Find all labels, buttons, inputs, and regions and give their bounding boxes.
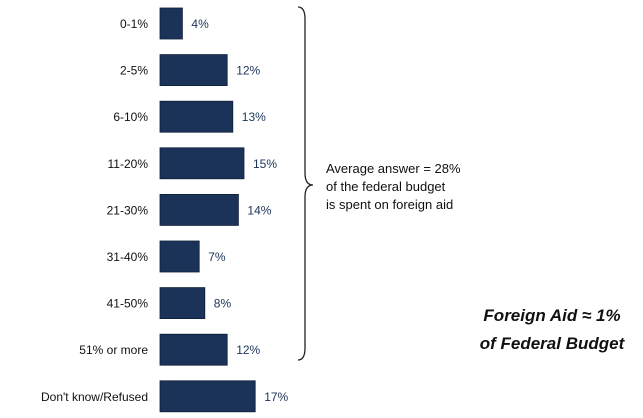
- bar: [159, 54, 228, 86]
- category-label: 21-30%: [107, 203, 149, 217]
- average-answer-annotation: Average answer = 28% of the federal budge…: [326, 161, 461, 212]
- callout-line: Foreign Aid ≈ 1%: [483, 306, 620, 325]
- bar-value-label: 12%: [236, 64, 260, 78]
- bracket-brace: [297, 6, 314, 361]
- bar: [159, 380, 256, 413]
- bar: [159, 333, 228, 366]
- foreign-aid-callout: Foreign Aid ≈ 1% of Federal Budget: [480, 306, 626, 353]
- bar: [159, 287, 206, 320]
- category-label: 11-20%: [108, 157, 149, 171]
- bar-value-label: 7%: [208, 250, 226, 264]
- category-label: 0-1%: [120, 17, 148, 31]
- bar: [159, 240, 200, 273]
- bar-value-label: 13%: [242, 110, 266, 124]
- bar: [159, 100, 234, 133]
- bar-value-label: 17%: [264, 390, 288, 404]
- annotation-line: of the federal budget: [326, 179, 446, 194]
- bar: [159, 193, 239, 226]
- category-label: 51% or more: [79, 343, 148, 357]
- bar: [159, 7, 183, 40]
- category-label: 41-50%: [107, 297, 149, 311]
- annotation-line: Average answer = 28%: [326, 161, 461, 176]
- bar-value-label: 14%: [247, 203, 271, 217]
- bar-value-label: 15%: [253, 157, 277, 171]
- category-label: 6-10%: [113, 110, 148, 124]
- category-label: Don't know/Refused: [41, 390, 148, 404]
- category-label: 31-40%: [107, 250, 149, 264]
- callout-line: of Federal Budget: [480, 334, 626, 353]
- bar-value-label: 4%: [191, 17, 209, 31]
- bar: [159, 147, 245, 180]
- bar-value-label: 8%: [214, 297, 232, 311]
- category-label: 2-5%: [120, 64, 148, 78]
- bars-layer: 0-1% 4% 2-5% 12% 6-10% 13% 11-20% 15% 21-30% 14% 3…: [41, 7, 289, 413]
- annotation-line: is spent on foreign aid: [326, 197, 453, 212]
- bar-value-label: 12%: [236, 343, 260, 357]
